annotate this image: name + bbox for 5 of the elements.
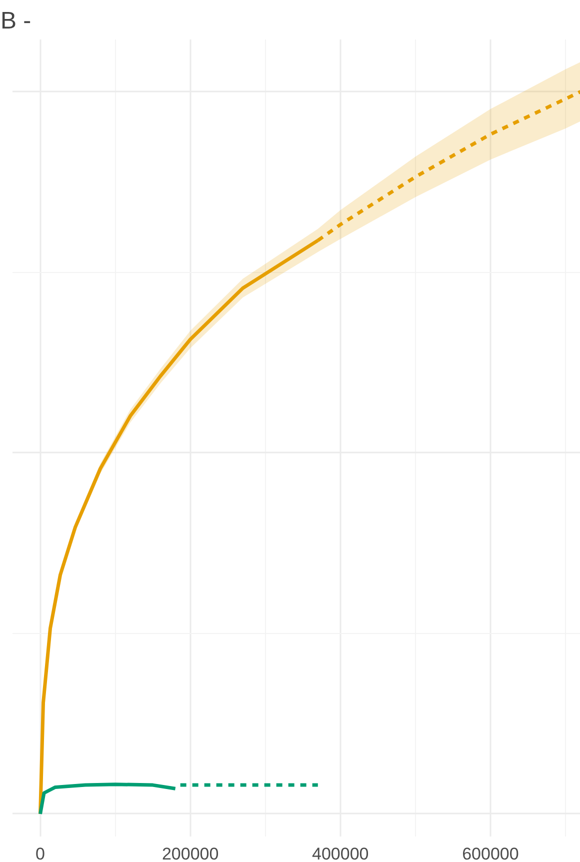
x-tick-label: 0 <box>36 844 46 862</box>
x-tick-label: 200000 <box>162 844 219 862</box>
x-tick-label: 600000 <box>462 844 519 862</box>
x-tick-label: 400000 <box>312 844 369 862</box>
chart-title: B - <box>0 8 32 34</box>
